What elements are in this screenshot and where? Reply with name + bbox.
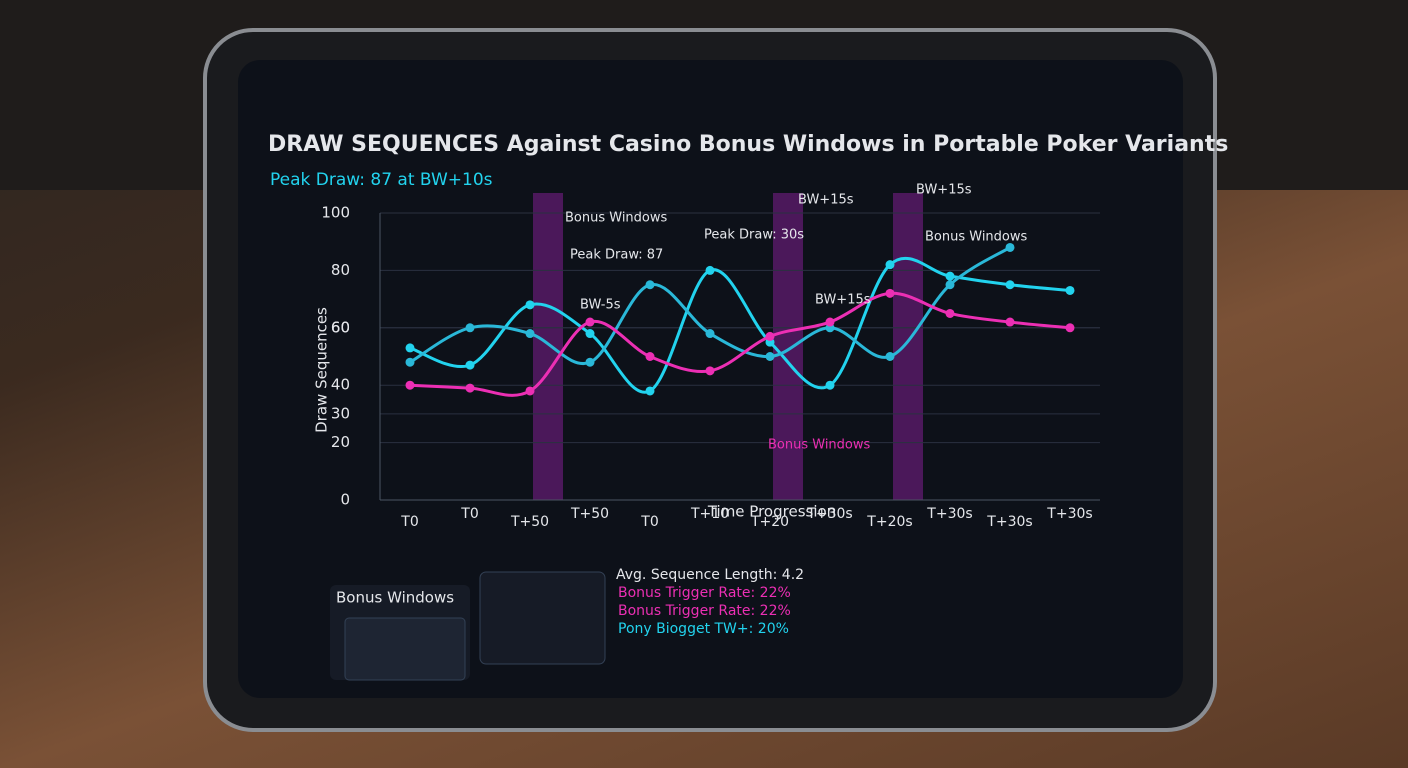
data-point [765, 352, 775, 361]
x-tick-label: T+30s [926, 506, 972, 522]
data-point [585, 357, 595, 367]
chips-thumbnail [479, 571, 606, 665]
data-point [705, 366, 715, 376]
annotation: Bonus Windows [565, 211, 668, 226]
data-point [705, 329, 715, 339]
bonus-window-band [533, 193, 563, 500]
data-point [1005, 242, 1015, 252]
x-tick-label: T+50 [510, 514, 549, 530]
data-point [885, 260, 895, 270]
annotation: BW-5s [580, 298, 621, 313]
annotation: BW+15s [815, 293, 871, 308]
data-point [765, 331, 775, 341]
y-tick-label: 30 [331, 404, 350, 422]
y-tick-label: 100 [321, 204, 350, 222]
data-point [825, 380, 835, 390]
y-tick-label: 60 [331, 318, 350, 336]
card-thumbnail [344, 617, 466, 681]
x-tick-label: T+20s [866, 514, 912, 530]
data-point [405, 343, 415, 353]
x-tick-label: T0 [400, 514, 418, 530]
data-point [885, 288, 895, 298]
data-point [1065, 323, 1075, 333]
y-tick-label: 40 [331, 376, 350, 394]
data-point [705, 265, 715, 275]
stat-line: Pony Biogget TW+: 20% [618, 621, 789, 637]
data-point [405, 380, 415, 390]
y-tick-label: 20 [331, 433, 350, 451]
data-point [825, 317, 835, 327]
y-tick-label: 60 [331, 318, 350, 336]
data-point [525, 386, 535, 396]
stat-line: Avg. Sequence Length: 4.2 [616, 567, 804, 583]
annotation: BW+15s [916, 183, 972, 198]
footer-title: Bonus Windows [336, 589, 454, 607]
data-point [525, 329, 535, 339]
data-point [945, 308, 955, 318]
x-tick-label: T+30s [986, 514, 1032, 530]
data-point [945, 271, 955, 281]
chart-subtitle: Peak Draw: 87 at BW+10s [270, 170, 493, 190]
data-point [465, 360, 475, 370]
x-tick-label: T0 [460, 506, 478, 522]
data-point [585, 329, 595, 339]
data-point [645, 386, 655, 396]
annotation: Peak Draw: 87 [570, 248, 663, 263]
annotation: Bonus Windows [768, 438, 871, 453]
data-point [585, 317, 595, 327]
data-point [465, 323, 475, 333]
x-tick-label: T+50 [570, 506, 609, 522]
x-tick-label: T+30s [1046, 506, 1092, 522]
stat-line: Bonus Trigger Rate: 22% [618, 585, 791, 601]
data-point [1065, 285, 1075, 295]
screen [238, 60, 1183, 698]
data-point [945, 280, 955, 290]
data-point [405, 357, 415, 367]
bonus-window-band [893, 193, 923, 500]
data-point [645, 352, 655, 361]
annotation: Bonus Windows [925, 230, 1028, 245]
annotation: BW+15s [798, 193, 854, 208]
x-tick-label: T+20 [750, 514, 789, 530]
y-tick-label: 0 [340, 491, 350, 509]
data-point [465, 383, 475, 393]
bonus-window-band [773, 193, 803, 500]
x-tick-label: T+30s [806, 506, 852, 522]
x-axis-label: Time Progression [707, 503, 836, 521]
data-point [1005, 280, 1015, 290]
x-tick-label: T0 [640, 514, 658, 530]
y-axis-label: Draw Sequences [313, 307, 331, 433]
stats: Avg. Sequence Length: 4.2 Bonus Trigger R… [616, 567, 804, 637]
data-point [885, 352, 895, 361]
stat-line: Bonus Trigger Rate: 22% [618, 603, 791, 619]
data-point [525, 300, 535, 310]
data-point [645, 280, 655, 290]
annotation: Peak Draw: 30s [704, 228, 804, 243]
x-tick-label: T+10 [690, 506, 729, 522]
data-point [1005, 317, 1015, 327]
y-tick-label: 80 [331, 261, 350, 279]
chart-title: DRAW SEQUENCES Against Casino Bonus Wind… [268, 132, 1228, 157]
